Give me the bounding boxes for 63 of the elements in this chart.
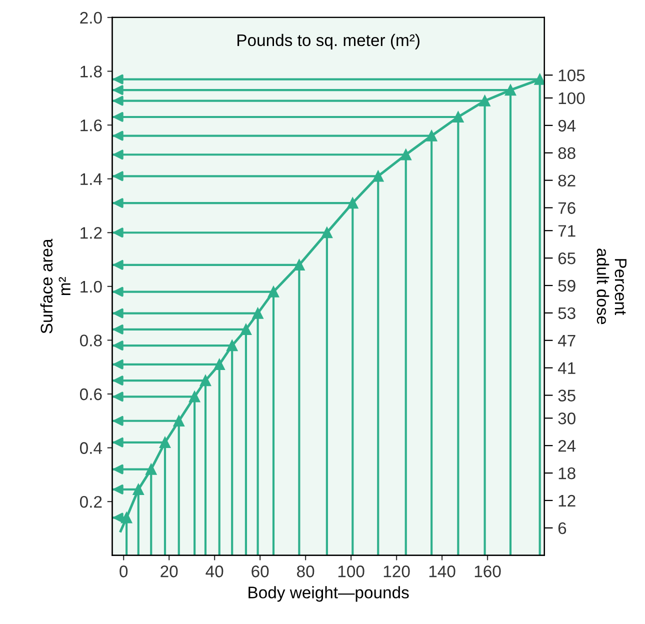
x-axis-title: Body weight—pounds <box>248 586 409 602</box>
point <box>479 95 490 106</box>
y-tick-label: 0.6 <box>80 388 102 400</box>
point <box>426 130 438 142</box>
y-tick-label: 0.2 <box>80 496 102 508</box>
y2-tick-label: 18 <box>558 467 576 480</box>
y2-axis-title: Percent adult dose <box>596 248 626 324</box>
y-tick-label: 0.8 <box>80 334 102 346</box>
x-tick-label: 20 <box>160 566 178 578</box>
point <box>452 111 464 123</box>
point <box>268 286 280 298</box>
y2-tick-label: 76 <box>558 202 576 214</box>
point <box>189 391 200 402</box>
x-tick-label: 40 <box>206 566 224 578</box>
y2-tick-label: 6 <box>558 522 566 534</box>
text: Pounds to sq. meter (m²) <box>238 34 420 50</box>
x-tick-label: 120 <box>384 566 410 578</box>
x-tick-label: 140 <box>429 566 456 578</box>
y-tick-label: 1.4 <box>80 173 102 185</box>
y2-tick-label: 100 <box>558 92 585 104</box>
point <box>347 197 358 209</box>
y-tick-label: 1.2 <box>80 227 102 239</box>
point <box>294 259 305 270</box>
y-tick-label: 1.6 <box>80 119 102 132</box>
point <box>504 84 516 96</box>
y2-tick-label: 71 <box>558 225 576 237</box>
y2-tick-label: 94 <box>558 120 576 132</box>
point <box>400 149 412 160</box>
point <box>321 227 332 238</box>
y2-tick-label: 30 <box>558 412 576 424</box>
point <box>146 464 157 475</box>
point <box>534 74 544 85</box>
point <box>252 308 264 319</box>
y2-tick-label: 88 <box>558 147 576 160</box>
x-tick-label: 100 <box>338 566 364 578</box>
x-tick-label: 160 <box>474 566 501 578</box>
y2-tick-label: 41 <box>558 362 576 374</box>
y2-tick-label: 53 <box>558 307 576 320</box>
y2-tick-label: 65 <box>558 252 576 264</box>
y2-tick-label: 24 <box>558 440 576 452</box>
x-tick-label: 0 <box>120 566 128 578</box>
point <box>121 512 132 524</box>
x-tick-label: 80 <box>297 566 314 578</box>
point <box>173 415 184 426</box>
point <box>240 324 252 336</box>
point <box>200 374 212 386</box>
y-tick-label: 2.0 <box>80 12 102 24</box>
y2-tick-label: 35 <box>558 390 576 402</box>
y2-tick-label: 105 <box>558 70 585 82</box>
point <box>159 436 171 448</box>
point <box>226 340 238 352</box>
point <box>132 484 144 496</box>
y2-tick-label: 59 <box>558 280 576 292</box>
y-axis-title: Surface area m² <box>40 238 70 334</box>
y2-tick-label: 12 <box>558 494 576 507</box>
x-tick-label: 60 <box>252 566 269 578</box>
point <box>372 170 384 182</box>
y2-tick-label: 82 <box>558 174 576 187</box>
point <box>214 358 225 370</box>
y-tick-label: 0.4 <box>80 442 102 454</box>
y2-tick-label: 47 <box>558 334 576 346</box>
y-tick-label: 1.8 <box>80 66 102 78</box>
y-tick-label: 1.0 <box>80 280 102 293</box>
